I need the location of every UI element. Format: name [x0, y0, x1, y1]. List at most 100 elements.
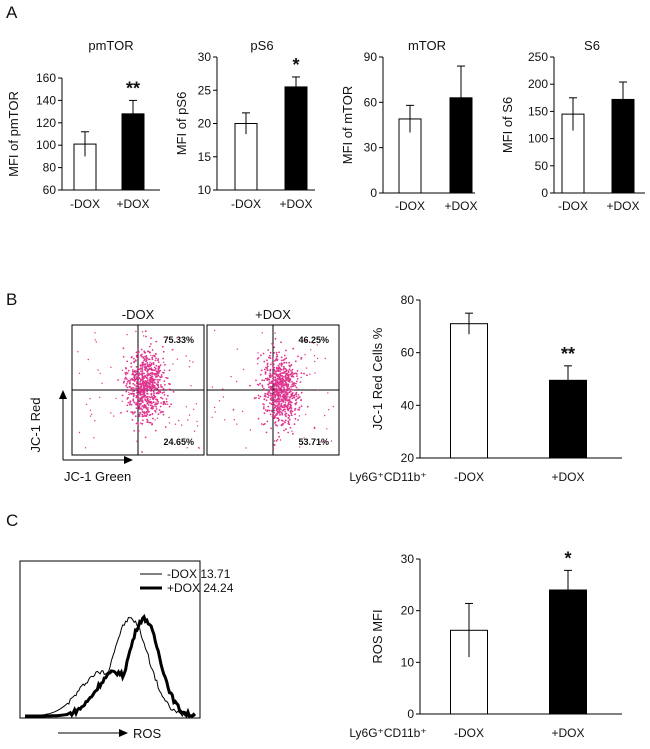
event-dot	[148, 373, 151, 376]
event-dot	[121, 394, 124, 397]
event-dot	[133, 411, 136, 414]
y-axis-label: MFI of mTOR	[340, 86, 355, 164]
event-dot	[126, 372, 129, 375]
event-dot	[121, 369, 124, 371]
event-dot	[174, 423, 177, 425]
event-dot	[268, 382, 271, 385]
event-dot	[160, 402, 163, 404]
event-dot	[282, 382, 285, 384]
event-dot	[288, 361, 290, 364]
event-dot	[110, 412, 112, 414]
event-dot	[135, 387, 138, 389]
event-dot	[130, 403, 133, 406]
event-dot	[155, 376, 158, 378]
event-dot	[155, 408, 158, 410]
event-dot	[138, 373, 141, 376]
event-dot	[136, 384, 139, 386]
event-dot	[278, 351, 280, 354]
y-axis-label: ROS MFI	[370, 609, 385, 663]
event-dot	[167, 388, 170, 391]
event-dot	[152, 389, 154, 392]
group-label: Ly6G⁺CD11b⁺	[349, 470, 426, 484]
event-dot	[278, 388, 281, 391]
event-dot	[257, 417, 260, 420]
event-dot	[146, 395, 149, 398]
event-dot	[292, 396, 295, 399]
y-tick-label: 50	[535, 159, 549, 173]
event-dot	[287, 396, 289, 398]
event-dot	[279, 370, 281, 373]
quadrant-upper-right: 75.33%	[163, 335, 194, 345]
event-dot	[267, 369, 269, 371]
event-dot	[290, 409, 293, 411]
event-dot	[295, 399, 297, 402]
event-dot	[287, 420, 290, 423]
event-dot	[297, 394, 300, 396]
event-dot	[138, 399, 140, 402]
ps6-bar-chart: 10 15 20 25 30 pS6 MFI of pS6 -DOX * +DOX	[174, 38, 315, 211]
event-dot	[132, 382, 135, 385]
event-dot	[132, 370, 134, 373]
event-dot	[126, 333, 128, 336]
event-dot	[147, 372, 149, 375]
event-dot	[257, 352, 259, 354]
event-dot	[274, 376, 276, 378]
event-dot	[222, 388, 224, 390]
histogram-curve-plus-dox	[25, 613, 197, 719]
event-dot	[281, 399, 283, 401]
event-dot	[135, 365, 138, 368]
event-dot	[141, 368, 144, 371]
s6-bar-chart: 0 50 100 150 200 250 S6 MFI of S6 -DOX +DOX	[500, 38, 645, 213]
event-dot	[168, 388, 171, 391]
y-tick-label: 0	[370, 186, 377, 200]
event-dot	[282, 368, 285, 371]
event-dot	[126, 404, 129, 407]
event-dot	[306, 405, 309, 408]
event-dot	[283, 358, 286, 361]
event-dot	[78, 431, 81, 434]
event-dot	[151, 413, 154, 415]
event-dot	[160, 396, 162, 399]
event-dot	[91, 413, 93, 415]
event-dot	[143, 350, 146, 353]
category-label: -DOX	[70, 197, 100, 211]
event-dot	[284, 379, 286, 382]
event-dot	[146, 379, 149, 381]
event-dot	[294, 407, 297, 410]
pmtor-bar-chart: 60 80 100 120 140 160 pmTOR MFI of pmTOR -DOX ** +…	[6, 38, 160, 211]
event-dot	[276, 391, 279, 393]
event-dot	[291, 392, 293, 395]
event-dot	[324, 414, 326, 417]
event-dot	[128, 389, 130, 391]
event-dot	[284, 375, 287, 377]
event-dot	[146, 384, 149, 387]
event-dot	[285, 412, 288, 415]
event-dot	[150, 385, 152, 388]
event-dot	[168, 422, 171, 424]
event-dot	[130, 411, 133, 413]
event-dot	[144, 376, 147, 378]
event-dot	[275, 407, 278, 410]
event-dot	[260, 369, 263, 372]
event-dot	[155, 340, 158, 343]
event-dot	[330, 440, 333, 442]
event-dot	[273, 366, 275, 369]
event-dot	[211, 386, 214, 388]
event-dot	[134, 378, 137, 381]
event-dot	[89, 398, 91, 400]
event-dot	[263, 395, 266, 397]
event-dot	[139, 422, 142, 424]
event-dot	[152, 380, 155, 382]
event-dot	[265, 399, 268, 402]
event-dot	[287, 380, 290, 383]
event-dot	[290, 407, 293, 409]
event-dot	[157, 381, 159, 383]
significance-marker: **	[561, 344, 575, 364]
event-dot	[147, 374, 150, 377]
event-dot	[278, 363, 281, 365]
event-dot	[317, 389, 319, 391]
event-dot	[120, 411, 122, 414]
event-dot	[264, 373, 267, 375]
event-dot	[141, 361, 144, 364]
event-dot	[150, 343, 152, 345]
